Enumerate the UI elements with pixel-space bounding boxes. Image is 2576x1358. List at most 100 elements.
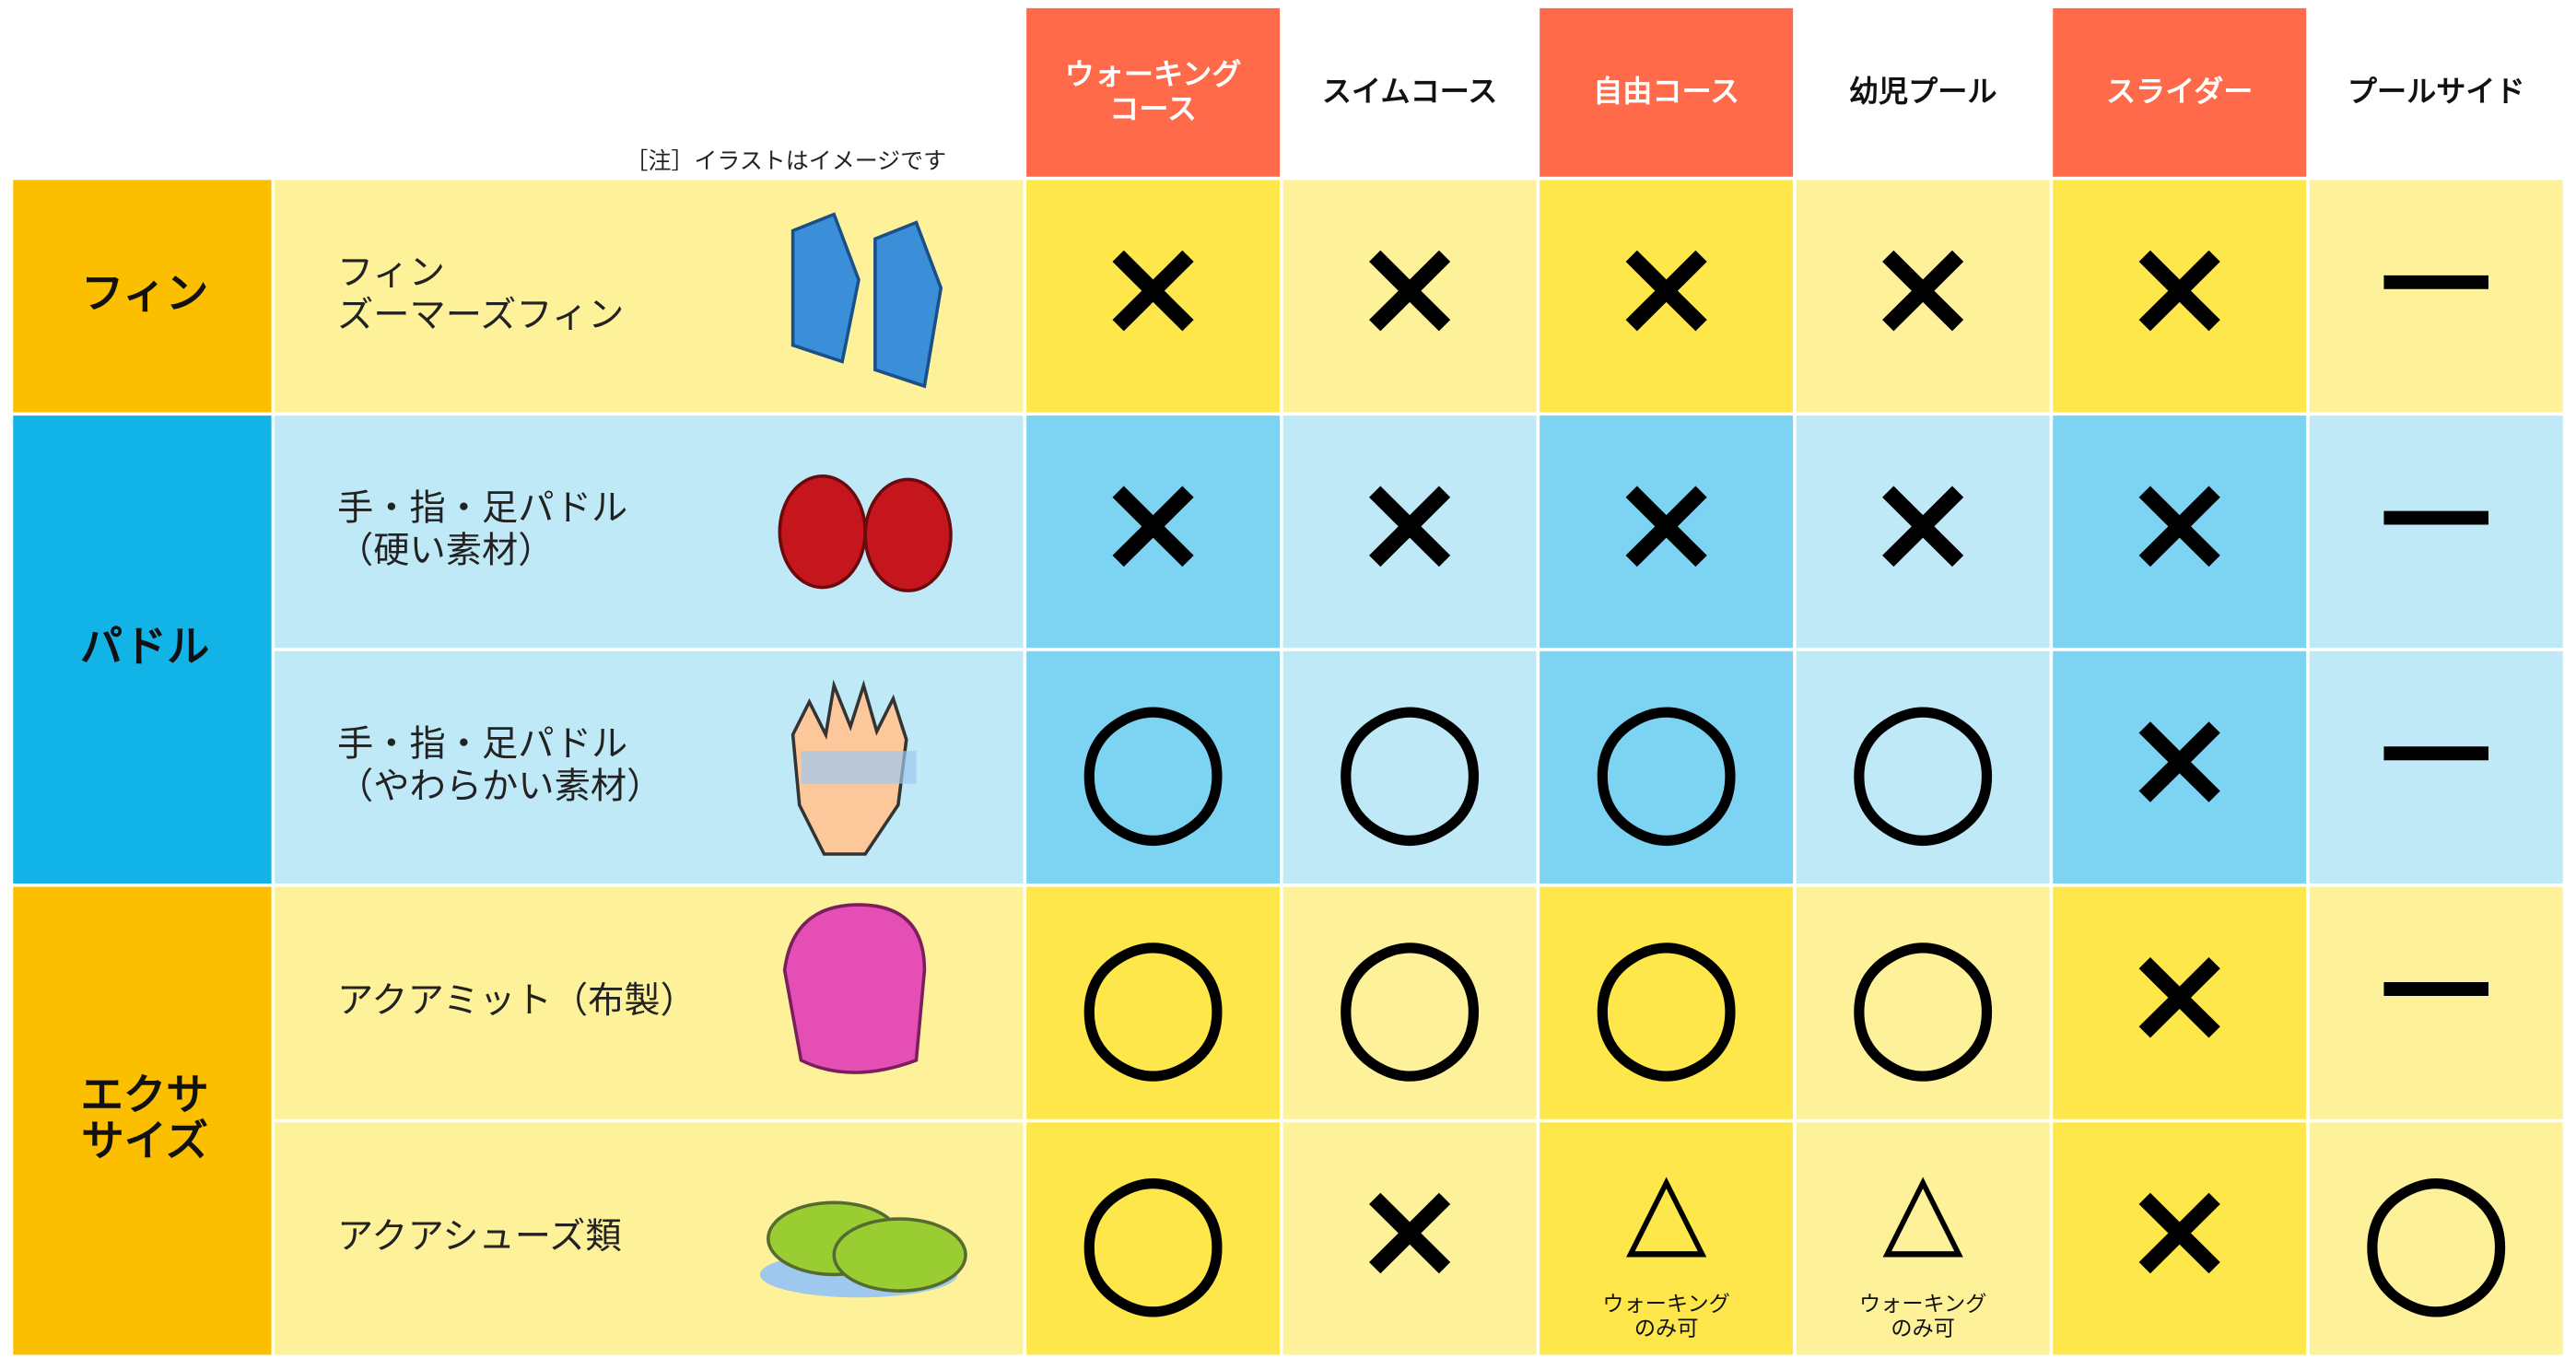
item-label: ズーマーズフィン [337,295,624,336]
cell [1540,180,1794,413]
cell [1026,416,1281,649]
cell [1282,886,1537,1119]
header-label: ウォーキング [1065,57,1242,92]
icon [790,212,861,364]
header-cell [1540,7,1794,177]
illustration [759,1200,967,1298]
symbol: △ [1882,1147,1963,1270]
symbol: △ [1626,1147,1707,1270]
item-label: フィン [337,252,445,294]
cell [2053,1122,2307,1355]
symbol: × [1352,207,1468,368]
symbol: ○ [1330,893,1488,1102]
header-label: プールサイド [2348,74,2525,109]
illustration [778,474,953,592]
icon [832,1217,967,1293]
header-label: スイムコース [1322,74,1498,109]
icon [778,474,867,590]
cell [2053,886,2307,1119]
symbol: ○ [2358,1129,2515,1338]
category-label: フィン [81,268,208,318]
symbol: × [1095,442,1212,603]
category-label: サイズ [81,1116,208,1165]
item-label: アクアミット（布製） [337,980,697,1022]
symbol: － [2367,678,2505,838]
symbol: × [1095,207,1212,368]
header-label: コース [1109,91,1197,126]
cell [1796,1122,2050,1355]
symbol: ○ [1844,893,2001,1102]
cell [2309,1122,2563,1355]
cell-note: のみ可 [1891,1317,1955,1340]
symbol: × [1352,442,1468,603]
cell [1796,650,2050,884]
cell [1540,650,1794,884]
cell [1796,416,2050,649]
cell [1026,650,1281,884]
cell [1540,416,1794,649]
cell [2053,416,2307,649]
symbol: × [1352,1150,1468,1310]
header-label: 幼児プール [1849,74,1997,109]
category-cell [13,416,272,884]
item-label: （やわらかい素材） [337,767,662,808]
cell [1026,886,1281,1119]
cell [1282,416,1537,649]
icon [873,220,943,389]
cell [2309,650,2563,884]
illustration [790,212,943,389]
icon [863,477,953,592]
symbol: × [2122,442,2238,603]
cell-note: ウォーキング [1602,1293,1729,1317]
cell [1026,1122,1281,1355]
symbol: － [2367,914,2505,1074]
item-label: 手・指・足パドル [337,723,627,765]
note: ［注］イラストはイメージです [625,147,946,174]
header-label: 自由コース [1593,74,1739,109]
cell [2309,886,2563,1119]
cell [1282,650,1537,884]
header-cell [1026,7,1281,177]
cell [1026,180,1281,413]
symbol: ○ [1844,657,2001,866]
category-cell [13,180,272,413]
cell [2309,180,2563,413]
symbol: ○ [1587,893,1745,1102]
item-label: 手・指・足パドル [337,488,627,530]
symbol: × [2122,1150,2238,1310]
icon [782,903,927,1074]
symbol: ○ [1074,893,1232,1102]
cell-note: ウォーキング [1859,1293,1986,1317]
header-cell [2053,7,2307,177]
symbol: × [2122,207,2238,368]
symbol: － [2367,442,2505,603]
category-cell [13,886,272,1355]
cell [1540,886,1794,1119]
cell [1796,886,2050,1119]
item-label: （硬い素材） [337,531,555,572]
cell [1540,1122,1794,1355]
symbol: ○ [1587,657,1745,866]
symbol: × [2122,678,2238,838]
symbol: ○ [1330,657,1488,866]
cell [1796,180,2050,413]
category-label: エクサ [81,1070,209,1119]
symbol: － [2367,207,2505,368]
cell-note: のみ可 [1634,1317,1699,1340]
symbol: ○ [1074,657,1232,866]
illustration [790,679,917,856]
icon [801,751,917,784]
symbol: × [1609,442,1725,603]
cell [1282,180,1537,413]
cell [2053,650,2307,884]
symbol: × [1865,442,1981,603]
symbol: × [1609,207,1725,368]
header-label: スライダー [2106,74,2253,109]
item-label: アクアシューズ類 [337,1216,622,1258]
symbol: × [1865,207,1981,368]
symbol: ○ [1074,1129,1232,1338]
illustration [782,903,927,1074]
cell [2309,416,2563,649]
